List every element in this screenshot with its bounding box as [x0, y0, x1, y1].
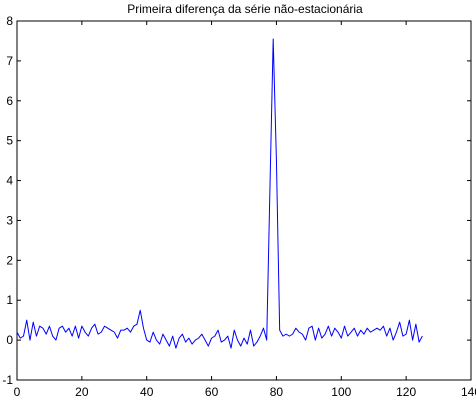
y-tick-label: 6 — [6, 94, 13, 108]
y-tick-label: 0 — [6, 333, 13, 347]
y-tick-label: 4 — [6, 174, 13, 188]
series-layer — [16, 38, 423, 349]
x-tick-label: 60 — [205, 385, 219, 399]
x-tick-label: 100 — [331, 385, 351, 399]
x-tick-label: 20 — [75, 385, 89, 399]
x-tick-label: 120 — [396, 385, 416, 399]
x-tick-label: 0 — [14, 385, 21, 399]
y-tick-label: 5 — [6, 134, 13, 148]
x-tick-label: 80 — [270, 385, 284, 399]
y-tick-label: 1 — [6, 293, 13, 307]
y-tick-label: 8 — [6, 14, 13, 28]
y-tick-label: -1 — [2, 373, 13, 387]
plot-frame — [16, 20, 472, 381]
chart-title: Primeira diferença da série não-estacion… — [127, 2, 363, 16]
x-tick-label: 140 — [461, 385, 476, 399]
y-tick-label: 2 — [6, 253, 13, 267]
series-line-0 — [16, 38, 423, 349]
y-tick-label: 3 — [6, 213, 13, 227]
y-tick-label: 7 — [6, 54, 13, 68]
axis-ticks — [16, 20, 472, 381]
x-tick-label: 40 — [140, 385, 154, 399]
